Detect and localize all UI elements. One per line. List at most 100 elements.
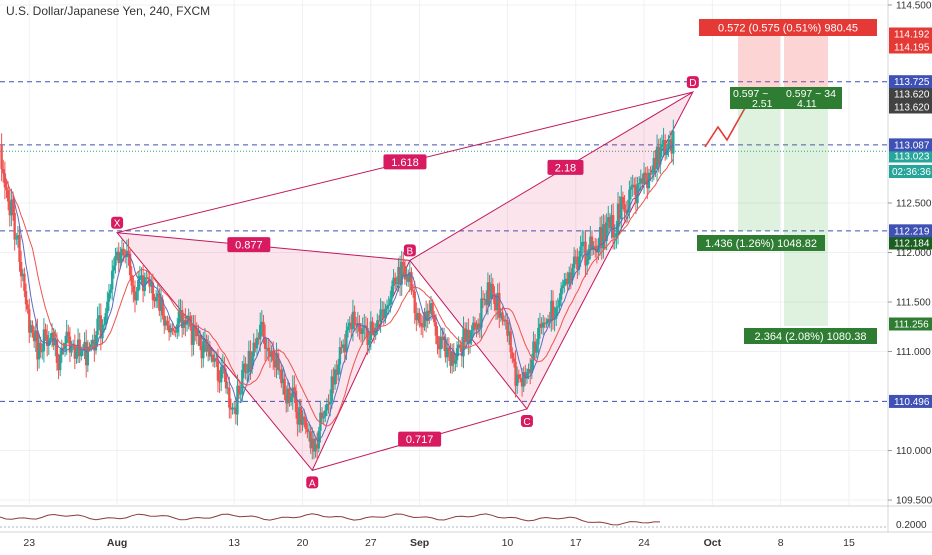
candle-body	[528, 369, 532, 374]
candle-body	[268, 351, 272, 357]
candle-body	[83, 341, 86, 350]
candle-body	[402, 261, 405, 266]
ratio-label: 0.877	[235, 240, 263, 252]
candle-body	[470, 330, 473, 340]
candle-body	[361, 328, 364, 334]
candle-body	[315, 444, 319, 449]
x-tick-label: 13	[228, 537, 240, 549]
candle-body	[532, 341, 535, 360]
candle-body	[49, 337, 52, 341]
candle-body	[159, 299, 163, 311]
candle-body	[244, 363, 247, 373]
candle-body	[273, 360, 277, 368]
candle-body	[198, 334, 202, 346]
candle-body	[600, 227, 603, 249]
candle-body	[262, 321, 265, 337]
candle-body	[67, 331, 70, 337]
candle-body	[642, 172, 646, 184]
candle-body	[281, 378, 285, 384]
candle-body	[28, 309, 31, 333]
candle-body	[480, 298, 483, 328]
candle-body	[400, 261, 403, 285]
candle-body	[579, 246, 582, 257]
candle-body	[23, 273, 26, 291]
candle-body	[654, 158, 657, 169]
candle-body	[145, 277, 148, 279]
candle-body	[115, 251, 119, 256]
level-tag-label: 113.087	[894, 140, 930, 151]
candle-body	[473, 322, 477, 328]
pattern-point-marker	[306, 476, 319, 489]
candle-body	[603, 224, 607, 242]
projection-path	[704, 107, 746, 148]
candle-body	[551, 300, 555, 320]
candle-body	[559, 288, 563, 300]
candle-body	[494, 304, 498, 311]
candle-body	[556, 306, 560, 308]
candle-body	[350, 322, 353, 330]
candle-body	[68, 336, 72, 353]
level-tag	[889, 224, 932, 238]
candle-body	[657, 146, 660, 165]
candle-body	[542, 322, 545, 328]
candle-body	[156, 293, 159, 297]
candle-body	[317, 430, 320, 449]
ratio-label: 2.18	[555, 162, 576, 174]
candle-body	[610, 215, 613, 229]
candle-body	[158, 293, 161, 311]
candle-body	[154, 296, 158, 302]
candle-body	[65, 331, 68, 344]
candle-body	[582, 241, 586, 243]
candle-body	[509, 331, 512, 353]
candle-body	[299, 407, 303, 425]
candle-body	[433, 315, 436, 323]
candle-body	[254, 342, 257, 349]
candle-body	[36, 330, 39, 360]
candle-body	[515, 374, 519, 386]
candle-body	[203, 339, 207, 342]
candle-body	[377, 320, 381, 322]
candle-body	[418, 312, 421, 323]
candle-body	[589, 236, 592, 249]
candle-body	[486, 282, 490, 305]
candle-body	[465, 329, 468, 342]
y-tick-label: 112.500	[896, 198, 932, 209]
x-tick-label: Sep	[410, 537, 429, 549]
reward-zone-2	[784, 98, 828, 326]
candle-body	[93, 339, 96, 351]
candle-body	[392, 277, 395, 287]
candle-body	[652, 158, 656, 174]
pattern-point-label: B	[407, 246, 414, 257]
candle-body	[476, 323, 480, 330]
candle-body	[489, 284, 493, 300]
pattern-point-marker	[403, 244, 416, 257]
candle-body	[340, 347, 343, 349]
candle-body	[272, 350, 275, 361]
candle-body	[234, 407, 238, 415]
candle-body	[394, 277, 397, 285]
candle-body	[372, 330, 376, 336]
x-tick-label: Oct	[704, 537, 722, 549]
candle-body	[211, 354, 215, 362]
candle-body	[483, 298, 486, 300]
x-tick-label: 10	[502, 537, 514, 549]
candle-body	[488, 282, 491, 300]
candle-body	[166, 320, 169, 326]
price-tag	[889, 100, 932, 114]
candle-body	[247, 350, 251, 373]
candle-body	[618, 203, 621, 219]
candle-body	[587, 248, 590, 261]
candle-body	[50, 332, 54, 338]
candle-body	[395, 282, 399, 285]
candle-body	[506, 319, 509, 336]
candle-body	[249, 350, 252, 370]
candle-body	[379, 309, 382, 322]
candle-body	[172, 330, 176, 332]
candle-body	[543, 322, 547, 324]
candle-body	[260, 321, 264, 325]
candle-body	[169, 327, 172, 333]
y-tick-label: 109.500	[896, 496, 932, 507]
candle-body	[179, 310, 182, 312]
candle-body	[185, 321, 189, 325]
